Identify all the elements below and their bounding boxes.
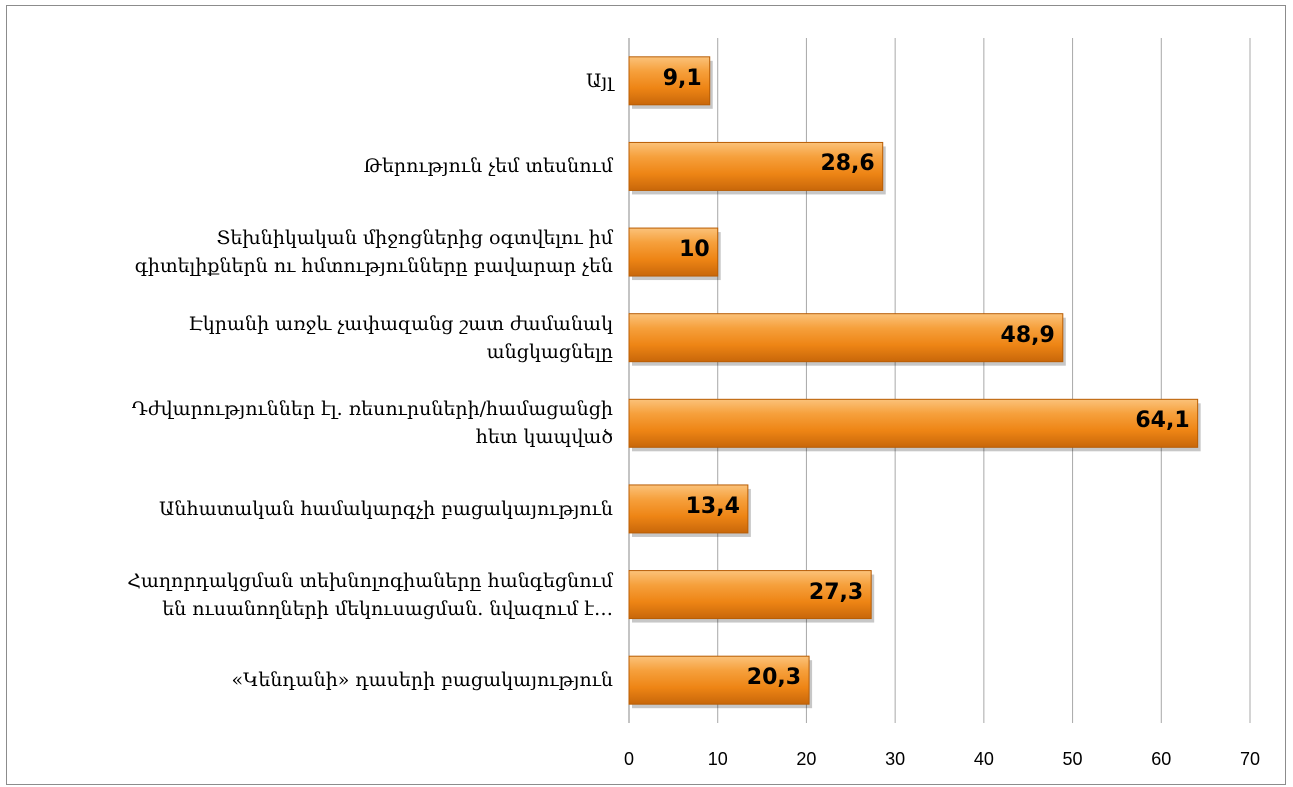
data-label: 27,3 (808, 579, 864, 605)
x-tick-label: 30 (885, 749, 906, 769)
category-label: Էկրանի առջև չափազանց շատ ժամանակ անցկացնե… (15, 310, 613, 366)
category-label-line: Թերություն չեմ տեսնում (363, 155, 613, 178)
category-label-line: «Կենդանի» դասերի բացակայություն (231, 669, 613, 692)
data-label: 20,3 (746, 665, 802, 691)
x-tick-label: 10 (707, 749, 728, 769)
category-label-line: Տեխնիկական միջոցներից օգտվելու իմ (216, 227, 613, 250)
data-label: 48,9 (1000, 322, 1055, 348)
category-label: Այլ (15, 67, 613, 95)
category-label: Դժվարություններ էլ. ռեսուրսների/համացանց… (15, 395, 613, 451)
data-label: 9,1 (662, 65, 702, 91)
data-label: 28,6 (820, 151, 875, 177)
bar (628, 313, 1064, 363)
bar (628, 56, 711, 106)
x-tick-label: 20 (796, 749, 817, 769)
data-label: 13,4 (685, 493, 740, 519)
category-label: Անհատական համակարգչի բացակայություն (15, 495, 613, 523)
category-label-line: գիտելիքներն ու հմտությունները բավարար չե… (134, 255, 613, 278)
category-label-line: Էկրանի առջև չափազանց շատ ժամանակ (188, 312, 613, 335)
bar (628, 141, 884, 191)
category-label: Հաղորդակցման տեխնոլոգիաները հանգեցնում են… (15, 567, 613, 623)
category-label: Թերություն չեմ տեսնում (15, 152, 613, 180)
bar (628, 398, 1199, 448)
bar (628, 570, 872, 620)
bar (628, 484, 749, 534)
x-tick-label: 0 (623, 749, 634, 769)
category-label: Տեխնիկական միջոցներից օգտվելու իմ գիտելիք… (15, 224, 613, 280)
data-label: 64,1 (1135, 408, 1190, 434)
category-label-line: Հաղորդակցման տեխնոլոգիաները հանգեցնում (127, 569, 613, 592)
x-tick-label: 60 (1151, 749, 1172, 769)
category-label-line: հետ կապված (475, 426, 613, 449)
category-label-line: են ուսանողների մեկուսացման. նվազում է… (162, 597, 613, 620)
category-label-line: Դժվարություններ էլ. ռեսուրսների/համացանց… (131, 398, 613, 421)
category-label-line: Անհատական համակարգչի բացակայություն (159, 497, 613, 520)
bar (628, 227, 719, 277)
category-label: «Կենդանի» դասերի բացակայություն (15, 666, 613, 694)
x-tick-label: 40 (973, 749, 994, 769)
category-label-line: Այլ (585, 69, 613, 92)
data-label: 10 (679, 237, 710, 263)
chart-frame: 0 10 20 30 40 50 60 70 9,1 Այլ 28,6 Թերություն չեմ … (6, 5, 1286, 785)
x-tick-label: 70 (1239, 749, 1261, 769)
category-label-line: անցկացնելը (486, 340, 613, 363)
bar (628, 655, 810, 705)
x-tick-label: 50 (1062, 749, 1083, 769)
chart-plot-area (628, 38, 1251, 723)
